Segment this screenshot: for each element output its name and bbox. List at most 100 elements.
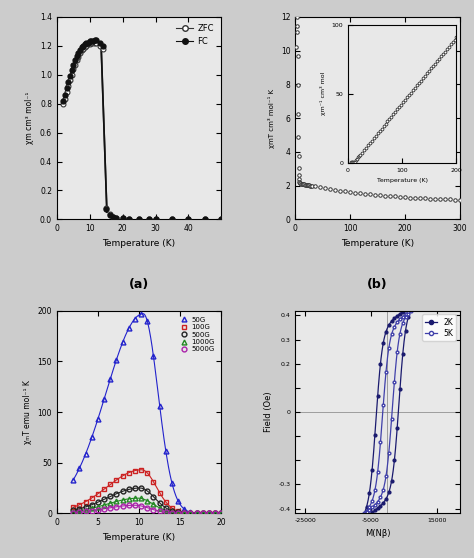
Line: 1000G: 1000G bbox=[71, 496, 224, 516]
500G bbox=[188, 510, 193, 517]
50G bbox=[120, 339, 126, 345]
5000G bbox=[182, 510, 187, 517]
5K bbox=[392, 324, 397, 331]
1000G bbox=[200, 510, 206, 517]
50G bbox=[194, 509, 200, 516]
100G bbox=[126, 469, 132, 476]
5000G bbox=[108, 504, 113, 511]
5000G bbox=[120, 503, 126, 509]
500G bbox=[108, 493, 113, 500]
50G bbox=[219, 510, 224, 517]
5000G bbox=[114, 503, 119, 510]
1000G bbox=[126, 496, 132, 502]
500G bbox=[175, 509, 181, 516]
Y-axis label: χm cm³ mol⁻¹: χm cm³ mol⁻¹ bbox=[25, 92, 34, 145]
50G bbox=[114, 356, 119, 363]
50G bbox=[145, 318, 150, 325]
500G bbox=[132, 485, 138, 492]
2K bbox=[400, 308, 406, 315]
50G bbox=[89, 434, 95, 441]
100G bbox=[108, 481, 113, 488]
Y-axis label: χmT cm³ mol⁻¹ K: χmT cm³ mol⁻¹ K bbox=[268, 89, 275, 148]
50G bbox=[138, 311, 144, 318]
5000G bbox=[219, 510, 224, 517]
500G bbox=[77, 506, 82, 512]
100G bbox=[120, 473, 126, 479]
5000G bbox=[71, 509, 76, 516]
5000G bbox=[194, 510, 200, 517]
100G bbox=[145, 470, 150, 477]
100G bbox=[200, 510, 206, 517]
1000G bbox=[163, 507, 169, 514]
100G bbox=[212, 510, 218, 517]
500G bbox=[95, 499, 101, 506]
100G bbox=[151, 479, 156, 485]
1000G bbox=[145, 497, 150, 504]
100G bbox=[95, 490, 101, 497]
Legend: ZFC, FC: ZFC, FC bbox=[173, 21, 217, 50]
500G bbox=[120, 488, 126, 494]
100G bbox=[194, 510, 200, 517]
50G bbox=[71, 477, 76, 483]
Line: 50G: 50G bbox=[71, 311, 224, 516]
500G bbox=[145, 488, 150, 494]
5000G bbox=[175, 510, 181, 517]
50G bbox=[163, 448, 169, 455]
Title: (a): (a) bbox=[129, 278, 149, 291]
100G bbox=[163, 499, 169, 506]
500G bbox=[101, 496, 107, 503]
100G bbox=[188, 510, 193, 517]
1000G bbox=[120, 497, 126, 503]
X-axis label: Temperature (K): Temperature (K) bbox=[102, 533, 176, 542]
500G bbox=[206, 510, 212, 517]
Y-axis label: χₘT emu mol⁻¹ K: χₘT emu mol⁻¹ K bbox=[23, 380, 32, 444]
1000G bbox=[71, 508, 76, 515]
500G bbox=[212, 510, 218, 517]
Legend: 50G, 100G, 500G, 1000G, 5000G: 50G, 100G, 500G, 1000G, 5000G bbox=[176, 314, 218, 355]
500G bbox=[157, 499, 163, 506]
2K bbox=[467, 259, 473, 266]
Line: 2K: 2K bbox=[305, 262, 470, 558]
100G bbox=[114, 477, 119, 483]
5000G bbox=[77, 509, 82, 516]
100G bbox=[157, 489, 163, 496]
5000G bbox=[89, 507, 95, 514]
50G bbox=[126, 325, 132, 331]
5000G bbox=[169, 509, 175, 516]
Y-axis label: Field (Oe): Field (Oe) bbox=[264, 392, 273, 432]
500G bbox=[138, 485, 144, 492]
500G bbox=[219, 510, 224, 517]
50G bbox=[95, 415, 101, 422]
100G bbox=[175, 508, 181, 514]
100G bbox=[89, 494, 95, 501]
5K bbox=[302, 554, 308, 558]
1000G bbox=[95, 503, 101, 510]
X-axis label: Temperature (K): Temperature (K) bbox=[341, 239, 414, 248]
Line: 5K: 5K bbox=[305, 267, 470, 557]
Legend: 2K, 5K: 2K, 5K bbox=[422, 315, 456, 341]
5000G bbox=[212, 510, 218, 517]
100G bbox=[182, 509, 187, 516]
50G bbox=[175, 498, 181, 504]
50G bbox=[77, 465, 82, 472]
50G bbox=[182, 506, 187, 512]
100G bbox=[77, 501, 82, 508]
5K bbox=[400, 313, 406, 320]
5000G bbox=[163, 509, 169, 516]
100G bbox=[101, 486, 107, 493]
5000G bbox=[132, 502, 138, 508]
1000G bbox=[108, 500, 113, 507]
100G bbox=[83, 498, 89, 505]
5000G bbox=[101, 506, 107, 512]
5000G bbox=[126, 502, 132, 509]
Line: 100G: 100G bbox=[71, 468, 224, 516]
500G bbox=[151, 493, 156, 500]
50G bbox=[108, 376, 113, 382]
50G bbox=[188, 509, 193, 516]
500G bbox=[182, 509, 187, 516]
100G bbox=[132, 467, 138, 474]
5000G bbox=[138, 503, 144, 509]
5000G bbox=[157, 508, 163, 514]
500G bbox=[200, 510, 206, 517]
50G bbox=[132, 315, 138, 322]
